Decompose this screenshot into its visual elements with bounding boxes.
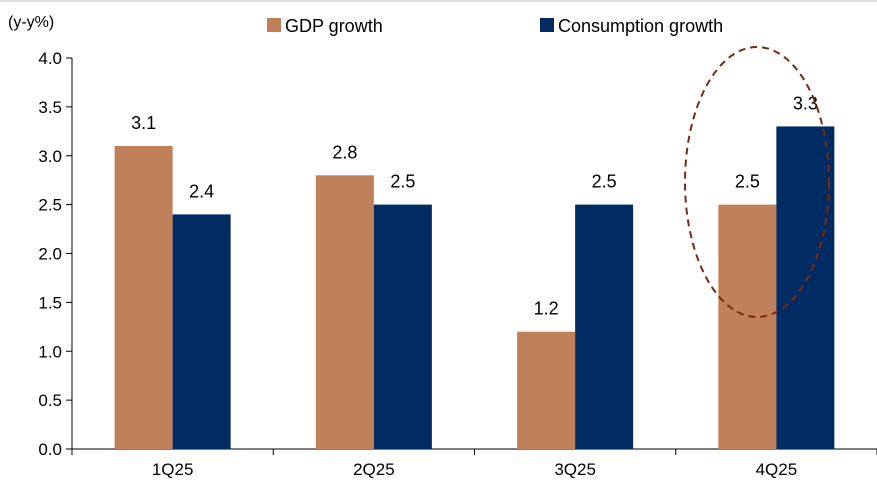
y-tick-label: 4.0 <box>38 49 62 68</box>
y-tick-label: 3.5 <box>38 98 62 117</box>
bar-consumption-growth <box>172 214 231 449</box>
bar-consumption-growth <box>575 204 634 449</box>
x-tick-label: 3Q25 <box>554 460 596 479</box>
bar-gdp-growth <box>315 175 374 450</box>
y-tick-label: 3.0 <box>38 147 62 166</box>
bars <box>114 126 835 450</box>
data-label: 2.5 <box>735 172 760 192</box>
y-axis: 0.0 0.5 1.0 1.5 2.0 2.5 3.0 3.5 4.0 <box>38 49 73 459</box>
x-tick-label: 2Q25 <box>353 460 395 479</box>
x-tick-label: 4Q25 <box>756 460 798 479</box>
bar-gdp-growth <box>517 331 576 449</box>
y-tick-label: 1.5 <box>38 293 62 312</box>
legend: GDP growth Consumption growth <box>267 16 723 36</box>
highlight-dashed-ellipse <box>684 46 830 318</box>
data-label: 2.5 <box>592 172 617 192</box>
legend-swatch-gdp-growth <box>267 18 281 32</box>
y-tick-label: 0.0 <box>38 440 62 459</box>
data-label: 2.4 <box>189 181 214 201</box>
data-label: 2.5 <box>390 172 415 192</box>
bar-consumption-growth <box>776 126 835 450</box>
y-tick-label: 2.0 <box>38 245 62 264</box>
bar-gdp-growth <box>114 145 173 449</box>
bar-consumption-growth <box>373 204 432 449</box>
y-tick-label: 1.0 <box>38 342 62 361</box>
data-label: 1.2 <box>534 299 559 319</box>
y-axis-label: (y-y%) <box>8 14 54 31</box>
data-labels: 3.1 2.4 2.8 2.5 1.2 2.5 2.5 3.3 <box>131 93 818 318</box>
legend-label-consumption-growth: Consumption growth <box>558 16 723 36</box>
y-tick-label: 0.5 <box>38 391 62 410</box>
legend-label-gdp-growth: GDP growth <box>285 16 383 36</box>
data-label: 3.3 <box>793 93 818 113</box>
data-label: 3.1 <box>131 113 156 133</box>
legend-swatch-consumption-growth <box>540 18 554 32</box>
x-tick-label: 1Q25 <box>152 460 194 479</box>
data-label: 2.8 <box>332 142 357 162</box>
y-tick-label: 2.5 <box>38 196 62 215</box>
bar-gdp-growth <box>718 204 777 449</box>
